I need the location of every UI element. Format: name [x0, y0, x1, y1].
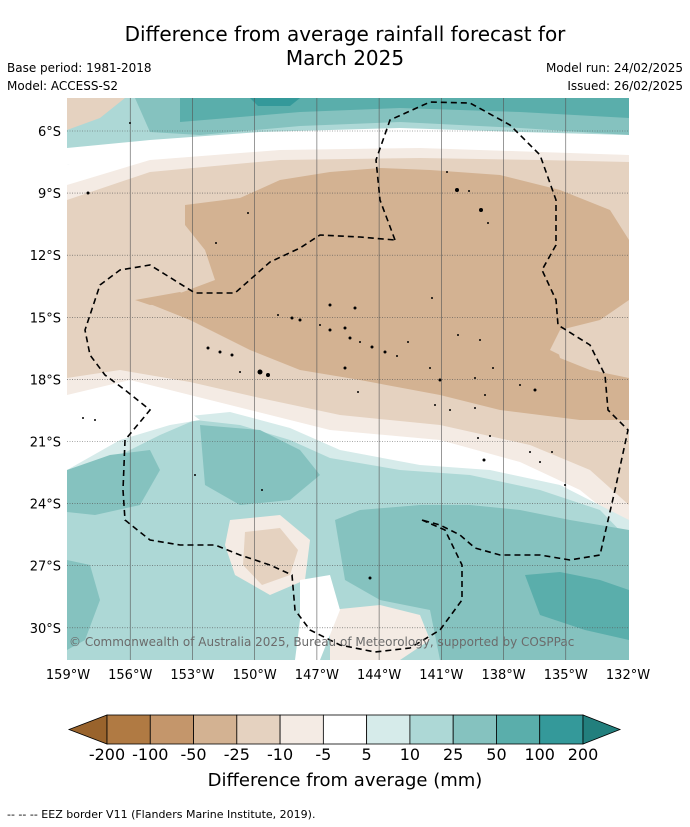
- latitude-labels: 6°S 9°S 12°S 15°S 18°S 21°S 24°S 27°S 30°S: [30, 125, 61, 637]
- colorbar-segment: [366, 714, 411, 745]
- gridlines: [67, 98, 629, 660]
- eez-border-french-polynesia-south: [84, 234, 463, 653]
- contour-dry-tongue: [135, 292, 200, 305]
- lat-label: 15°S: [30, 311, 61, 326]
- colorbar-tick-label: -25: [223, 745, 250, 764]
- colorbar-tick-label: 10: [399, 745, 421, 764]
- base-period: Base period: 1981-2018: [7, 61, 152, 75]
- model-name: Model: ACCESS-S2: [7, 79, 119, 93]
- colorbar-segment: [279, 714, 324, 745]
- contour-south-wet-strong: [525, 572, 629, 640]
- contour-dry-pocket-southeast: [330, 605, 430, 660]
- lat-label: 9°S: [38, 187, 61, 202]
- eez-border-french-polynesia-north: [375, 101, 629, 561]
- lat-label: 30°S: [30, 622, 61, 637]
- colorbar-segment: [322, 714, 368, 745]
- lon-label: 141°W: [419, 668, 463, 683]
- contour-south-wet-medium: [335, 505, 629, 660]
- colorbar-segment: [149, 714, 194, 745]
- title-line-1: Difference from average rainfall forecas…: [124, 22, 566, 46]
- colorbar-segment: [193, 714, 238, 745]
- lon-label: 150°W: [233, 668, 277, 683]
- colorbar-tick-label: -5: [315, 745, 332, 764]
- colorbar-tick-label: -200: [88, 745, 126, 764]
- contour-dry-strong: [140, 168, 629, 420]
- lat-label: 27°S: [30, 560, 61, 575]
- lat-label: 24°S: [30, 498, 61, 513]
- lon-label: 144°W: [357, 668, 401, 683]
- colorbar-segment: [539, 714, 584, 745]
- contour-south-wet-west: [67, 450, 160, 515]
- colorbar-tick-label: 25: [442, 745, 464, 764]
- contour-white-south: [67, 400, 200, 465]
- colorbar-segment: [236, 714, 281, 745]
- colorbar-tick-label: 200: [567, 745, 599, 764]
- lon-label: 132°W: [606, 668, 650, 683]
- colorbar-segment: [496, 714, 541, 745]
- lon-label: 159°W: [46, 668, 90, 683]
- longitude-labels: 159°W 156°W 153°W 150°W 147°W 144°W 141°W 138°W…: [46, 668, 650, 683]
- contour-white-strip-north: [67, 128, 629, 165]
- lon-label: 138°W: [481, 668, 525, 683]
- colorbar-tick-label: 5: [361, 745, 372, 764]
- lon-label: 147°W: [295, 668, 339, 683]
- contour-white-south-center: [295, 575, 340, 660]
- colorbar: [67, 714, 622, 745]
- copyright-text: © Commonwealth of Australia 2025, Bureau…: [69, 635, 574, 649]
- colorbar-tick-label: -10: [267, 745, 294, 764]
- colorbar-tick-label: 50: [486, 745, 507, 764]
- lat-label: 18°S: [30, 373, 61, 388]
- contour-dry-pocket-east: [555, 325, 629, 375]
- colorbar-tick-label: -50: [180, 745, 207, 764]
- issued-date: Issued: 26/02/2025: [567, 79, 683, 93]
- lon-label: 153°W: [170, 668, 214, 683]
- lat-label: 12°S: [30, 249, 61, 264]
- colorbar-segment: [409, 714, 454, 745]
- islands: [82, 122, 566, 580]
- colorbar-title: Difference from average (mm): [207, 770, 483, 791]
- lon-label: 135°W: [544, 668, 588, 683]
- lat-label: 6°S: [38, 125, 61, 140]
- contour-wet-blob-center: [200, 425, 320, 505]
- contour-north-teal-core: [250, 98, 300, 106]
- eez-borders: [84, 101, 629, 653]
- model-run: Model run: 24/02/2025: [545, 61, 683, 75]
- meta-right: Model run: 24/02/2025 Issued: 26/02/2025: [546, 59, 683, 95]
- colorbar-tick-label: -100: [132, 745, 169, 764]
- lon-label: 156°W: [108, 668, 152, 683]
- colorbar-extend-low: [67, 714, 108, 745]
- map-area: © Commonwealth of Australia 2025, Bureau…: [67, 98, 629, 660]
- colorbar-tick-label: 100: [524, 745, 555, 764]
- colorbar-segment: [452, 714, 497, 745]
- contour-dry-pocket-northwest: [67, 98, 120, 128]
- lat-label: 21°S: [30, 436, 61, 451]
- colorbar-extend-high: [582, 714, 622, 745]
- map-title: Difference from average rainfall forecas…: [0, 22, 690, 70]
- title-line-2: March 2025: [285, 46, 405, 70]
- meta-left: Base period: 1981-2018 Model: ACCESS-S2: [7, 59, 152, 95]
- colorbar-segment: [106, 714, 151, 745]
- eez-footnote: -- -- -- EEZ border V11 (Flanders Marine…: [7, 808, 316, 821]
